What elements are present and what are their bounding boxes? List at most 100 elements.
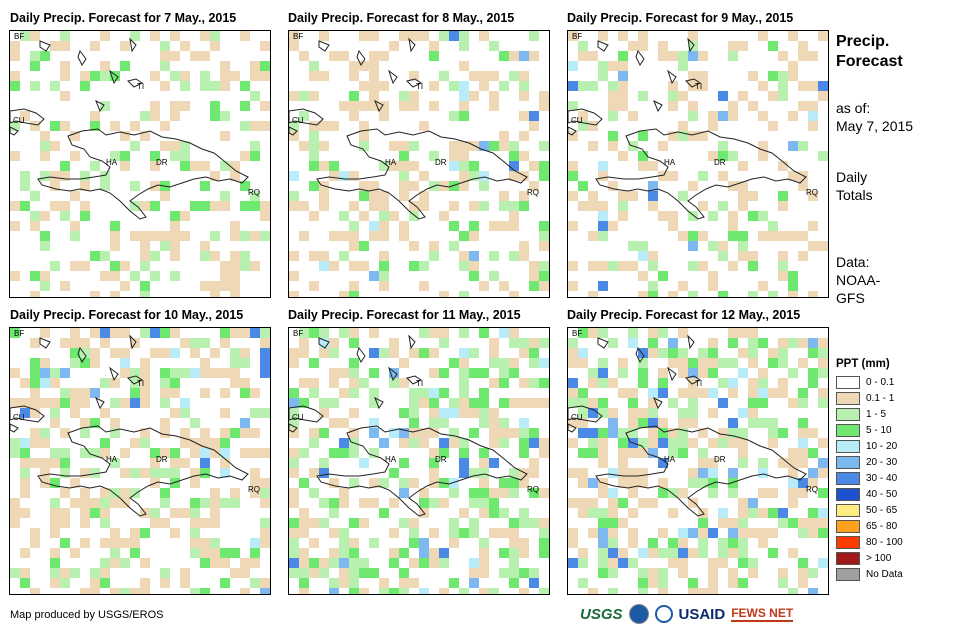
precip-cell	[688, 231, 698, 241]
precip-cell	[140, 438, 150, 448]
precip-cell	[369, 31, 379, 41]
precip-cell	[708, 211, 718, 221]
precip-cell	[299, 91, 309, 101]
precip-cell	[588, 408, 598, 418]
precip-cell	[539, 231, 549, 241]
precip-cell	[738, 181, 748, 191]
precip-cell	[588, 378, 598, 388]
precip-cell	[140, 291, 150, 297]
precip-cell	[758, 378, 768, 388]
precip-cell	[529, 578, 539, 588]
precip-cell	[289, 448, 299, 458]
precip-cell	[598, 528, 608, 538]
precip-cell	[598, 71, 608, 81]
precip-cell	[728, 468, 738, 478]
precip-cell	[728, 438, 738, 448]
precip-cell	[329, 368, 339, 378]
precip-cell	[768, 488, 778, 498]
precip-cell	[429, 348, 439, 358]
precip-cell	[758, 338, 768, 348]
precip-cell	[439, 408, 449, 418]
precip-cell	[230, 428, 240, 438]
precip-cell	[638, 568, 648, 578]
precip-cell	[688, 498, 698, 508]
precip-cell	[568, 558, 578, 568]
precip-cell	[479, 448, 489, 458]
precip-cell	[798, 458, 808, 468]
precip-cell	[289, 518, 299, 528]
precip-cell	[578, 181, 588, 191]
precip-cell	[539, 171, 549, 181]
precip-cell	[170, 111, 180, 121]
precip-cell	[349, 171, 359, 181]
precip-cell	[10, 271, 20, 281]
precip-cell	[708, 111, 718, 121]
precip-cell	[379, 201, 389, 211]
precip-cell	[50, 261, 60, 271]
precip-cell	[289, 528, 299, 538]
precip-cell	[489, 221, 499, 231]
precip-cell	[668, 211, 678, 221]
precip-cell	[509, 71, 519, 81]
panel-title-6: Daily Precip. Forecast for 12 May., 2015	[567, 308, 801, 322]
precip-cell	[818, 241, 828, 251]
precip-cell	[399, 548, 409, 558]
precip-cell	[150, 271, 160, 281]
precip-cell	[598, 408, 608, 418]
precip-cell	[698, 51, 708, 61]
precip-cell	[648, 548, 658, 558]
precip-cell	[469, 518, 479, 528]
precip-cell	[808, 241, 818, 251]
precip-cell	[339, 388, 349, 398]
precip-cell	[808, 378, 818, 388]
precip-cell	[788, 478, 798, 488]
precip-cell	[220, 458, 230, 468]
precip-cell	[708, 271, 718, 281]
map-label-bf: BF	[14, 32, 24, 41]
precip-cell	[688, 131, 698, 141]
precip-cell	[70, 131, 80, 141]
precip-cell	[160, 61, 170, 71]
precip-cell	[140, 368, 150, 378]
precip-cell	[539, 398, 549, 408]
precip-cell	[648, 181, 658, 191]
precip-cell	[289, 458, 299, 468]
precip-cell	[818, 368, 828, 378]
precip-cell	[439, 588, 449, 594]
precip-cell	[529, 51, 539, 61]
precip-cell	[638, 241, 648, 251]
precip-cell	[598, 548, 608, 558]
precip-cell	[529, 271, 539, 281]
precip-cell	[678, 388, 688, 398]
precip-cell	[200, 181, 210, 191]
legend-swatch	[836, 407, 860, 421]
precip-cell	[30, 368, 40, 378]
precip-cell	[698, 518, 708, 528]
precip-cell	[260, 121, 270, 131]
precip-cell	[608, 528, 618, 538]
precip-cell	[220, 328, 230, 338]
precip-cell	[70, 478, 80, 488]
precip-cell	[618, 468, 628, 478]
precip-cell	[489, 358, 499, 368]
precip-cell	[150, 508, 160, 518]
precip-cell	[698, 448, 708, 458]
precip-cell	[339, 498, 349, 508]
precip-cell	[160, 498, 170, 508]
precip-cell	[260, 41, 270, 51]
precip-cell	[419, 388, 429, 398]
precip-cell	[459, 368, 469, 378]
fews-net-logo: FEWS NET	[731, 606, 794, 622]
precip-cell	[309, 61, 319, 71]
precip-cell	[299, 578, 309, 588]
precip-cell	[429, 548, 439, 558]
precip-cell	[409, 478, 419, 488]
precip-cell	[818, 31, 828, 41]
precip-cell	[519, 428, 529, 438]
precip-cell	[598, 538, 608, 548]
precip-cell	[469, 251, 479, 261]
precip-cell	[180, 101, 190, 111]
coastline	[10, 423, 19, 433]
precip-cell	[160, 348, 170, 358]
precip-cell	[220, 161, 230, 171]
